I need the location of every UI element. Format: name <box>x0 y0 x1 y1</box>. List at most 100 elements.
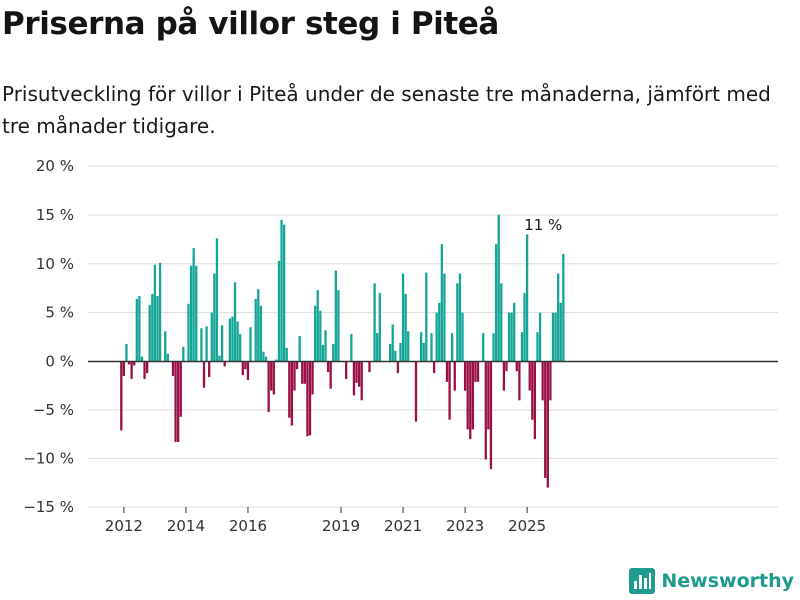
bar <box>122 361 126 377</box>
bar <box>476 361 480 382</box>
bar <box>177 361 180 443</box>
bar <box>399 342 402 362</box>
bar <box>326 361 330 373</box>
bar <box>146 361 149 374</box>
bar <box>233 282 237 362</box>
bar <box>422 342 425 362</box>
y-tick-label: 15 % <box>36 206 74 224</box>
bar <box>368 361 371 373</box>
bar <box>497 214 500 362</box>
bar <box>314 305 317 362</box>
bar <box>293 361 296 391</box>
bar <box>489 361 493 470</box>
bar <box>239 334 242 362</box>
bar <box>138 296 141 362</box>
bar <box>536 332 539 362</box>
bar <box>357 361 361 387</box>
y-axis-tick-labels: 20 % 15 % 10 % 5 % 0 % −5 % −10 % −15 % <box>23 157 74 516</box>
bar <box>288 361 291 418</box>
bar <box>345 361 348 379</box>
bar <box>135 298 138 362</box>
bar <box>244 361 247 370</box>
bar <box>283 224 286 362</box>
bar <box>456 283 459 362</box>
bar <box>215 238 219 362</box>
bar <box>192 248 195 362</box>
bar <box>474 361 477 382</box>
bar <box>463 361 467 391</box>
bar <box>443 273 446 362</box>
bar <box>179 361 182 417</box>
bar <box>164 331 167 362</box>
bar <box>319 310 322 362</box>
x-tick-label: 2023 <box>446 517 484 535</box>
bar <box>461 312 464 362</box>
bar <box>303 361 306 384</box>
bar <box>440 244 443 362</box>
bar <box>264 356 268 362</box>
bar <box>272 361 275 395</box>
bar-chart-logo-icon <box>629 568 656 594</box>
bar <box>202 361 206 388</box>
bar <box>127 361 131 365</box>
bar <box>531 361 534 420</box>
bar <box>125 343 128 362</box>
bar <box>438 302 441 362</box>
bar <box>562 253 565 362</box>
bar <box>373 283 376 362</box>
bar <box>544 361 547 478</box>
bar <box>546 361 549 488</box>
bar <box>205 326 208 362</box>
x-tick-label: 2014 <box>167 517 205 535</box>
y-tick-label: 10 % <box>36 255 74 273</box>
bar <box>513 302 516 362</box>
bar <box>334 270 337 362</box>
bar <box>189 265 193 362</box>
bar <box>182 346 185 362</box>
bar <box>130 361 133 379</box>
bar <box>285 347 288 362</box>
bar <box>257 289 260 362</box>
bar <box>223 361 226 367</box>
grid-lines <box>88 165 778 508</box>
bar <box>407 331 410 362</box>
bar <box>487 361 490 430</box>
bar <box>515 361 518 372</box>
bar <box>541 361 544 401</box>
bar <box>148 304 151 362</box>
bar <box>559 302 562 362</box>
bars <box>120 214 565 488</box>
bar <box>295 361 299 370</box>
bar <box>259 305 263 362</box>
bar <box>311 361 314 395</box>
bar <box>435 312 438 362</box>
bar <box>210 312 213 362</box>
bar <box>538 312 542 362</box>
bar <box>350 334 353 362</box>
bar <box>414 361 418 422</box>
bar <box>308 361 312 436</box>
bar <box>500 283 503 362</box>
bar <box>213 273 216 362</box>
x-tick-label: 2025 <box>508 517 546 535</box>
bar <box>360 361 363 401</box>
bar <box>482 333 485 362</box>
bar <box>298 336 301 362</box>
bar <box>200 328 203 362</box>
bar <box>494 244 498 362</box>
bar <box>275 359 278 362</box>
chart-title: Priserna på villor steg i Piteå <box>2 6 499 42</box>
y-tick-label: 20 % <box>36 157 74 175</box>
y-tick-label: −5 % <box>33 401 74 419</box>
bar <box>156 296 159 362</box>
bar <box>218 355 221 362</box>
newsworthy-branding: Newsworthy <box>629 568 794 594</box>
bar <box>321 344 325 362</box>
bar <box>220 325 224 362</box>
bar <box>171 361 175 377</box>
bar <box>378 293 381 362</box>
bar <box>518 361 521 401</box>
bar <box>270 361 273 391</box>
bar <box>195 265 198 362</box>
bar <box>267 361 270 412</box>
